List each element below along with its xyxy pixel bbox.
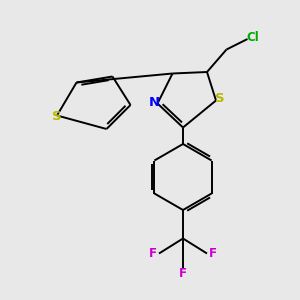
Text: F: F bbox=[149, 247, 157, 260]
Text: S: S bbox=[215, 92, 224, 105]
Text: Cl: Cl bbox=[247, 31, 259, 44]
Text: S: S bbox=[52, 110, 61, 123]
Text: F: F bbox=[179, 267, 187, 280]
Text: N: N bbox=[148, 96, 160, 110]
Text: F: F bbox=[209, 247, 217, 260]
